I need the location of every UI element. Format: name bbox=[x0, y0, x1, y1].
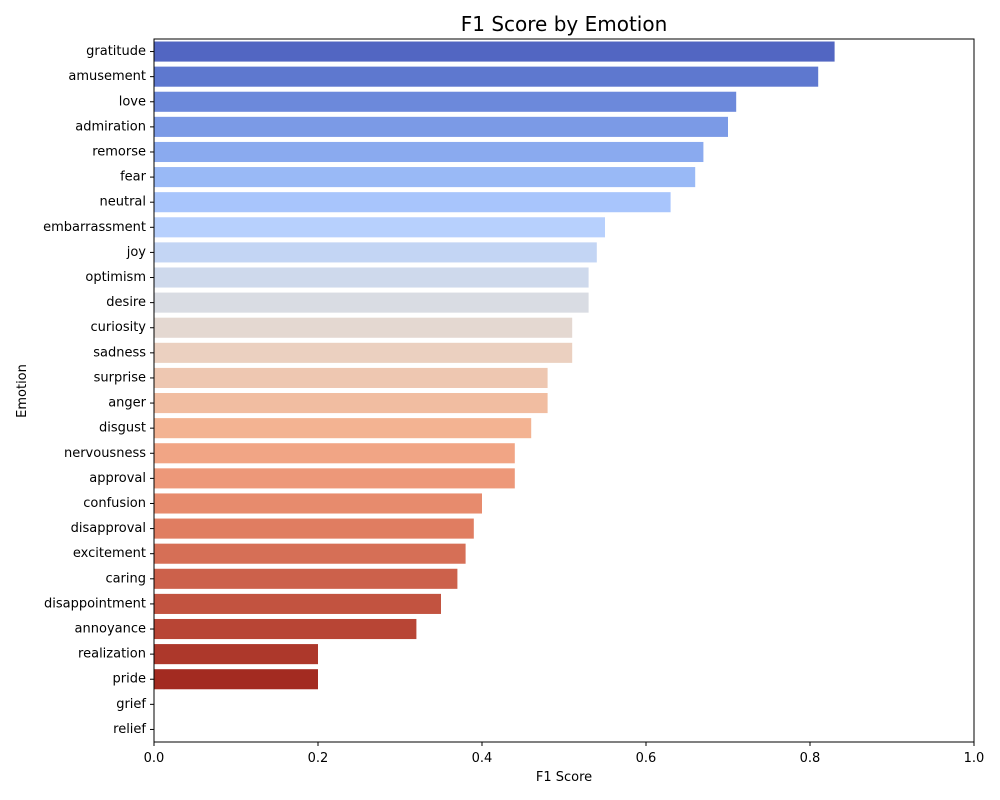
x-tick-label: 0.0 bbox=[144, 751, 165, 766]
bar-annoyance bbox=[154, 618, 417, 640]
y-tick-label-gratitude: gratitude bbox=[86, 44, 146, 59]
bar-confusion bbox=[154, 493, 482, 514]
y-tick-label-disappointment: disappointment bbox=[44, 596, 146, 611]
y-tick-label-nervousness: nervousness bbox=[64, 446, 146, 461]
bar-remorse bbox=[154, 141, 704, 163]
bar-embarrassment bbox=[154, 217, 605, 238]
bar-joy bbox=[154, 242, 597, 263]
bar-sadness bbox=[154, 342, 573, 363]
bar-amusement bbox=[154, 66, 819, 87]
y-tick-label-grief: grief bbox=[116, 697, 146, 712]
y-tick-label-excitement: excitement bbox=[73, 546, 146, 561]
y-tick-label-admiration: admiration bbox=[75, 119, 146, 134]
y-tick-label-fear: fear bbox=[120, 170, 147, 185]
y-tick-label-confusion: confusion bbox=[83, 496, 146, 511]
y-tick-label-disapproval: disapproval bbox=[71, 521, 146, 536]
y-tick-label-remorse: remorse bbox=[92, 144, 146, 159]
y-tick-label-relief: relief bbox=[113, 722, 146, 737]
y-ticks-group: gratitude amusement love admiration remorse f… bbox=[43, 44, 154, 737]
bar-desire bbox=[154, 292, 589, 313]
y-tick-label-pride: pride bbox=[113, 672, 146, 687]
y-tick-label-approval: approval bbox=[89, 471, 146, 486]
y-tick-label-neutral: neutral bbox=[100, 195, 147, 210]
bar-disappointment bbox=[154, 593, 441, 614]
chart-title: F1 Score by Emotion bbox=[461, 12, 668, 36]
bar-caring bbox=[154, 568, 458, 589]
x-tick-label: 1.0 bbox=[964, 751, 985, 766]
x-tick-label: 0.8 bbox=[800, 751, 821, 766]
y-tick-label-annoyance: annoyance bbox=[75, 622, 146, 637]
bar-realization bbox=[154, 644, 318, 665]
y-tick-label-love: love bbox=[119, 94, 146, 109]
bar-curiosity bbox=[154, 317, 573, 338]
y-tick-label-optimism: optimism bbox=[85, 270, 146, 285]
bar-surprise bbox=[154, 367, 548, 388]
x-ticks-group: 0.0 0.2 0.4 0.6 0.8 1.0 bbox=[144, 742, 985, 766]
plot-frame bbox=[153, 38, 975, 743]
x-axis-label: F1 Score bbox=[536, 770, 592, 785]
y-tick-label-embarrassment: embarrassment bbox=[43, 220, 146, 235]
y-tick-label-realization: realization bbox=[78, 647, 146, 662]
bar-gratitude bbox=[154, 41, 835, 62]
bars-group bbox=[154, 41, 835, 690]
bar-pride bbox=[154, 669, 318, 690]
bar-admiration bbox=[154, 116, 728, 137]
y-tick-label-disgust: disgust bbox=[99, 421, 146, 436]
bar-love bbox=[154, 91, 737, 112]
y-tick-label-joy: joy bbox=[126, 245, 147, 260]
x-tick-label: 0.4 bbox=[472, 751, 493, 766]
y-tick-label-caring: caring bbox=[105, 571, 146, 586]
bar-disapproval bbox=[154, 518, 474, 539]
bar-neutral bbox=[154, 192, 671, 213]
bar-nervousness bbox=[154, 443, 515, 464]
x-tick-label: 0.2 bbox=[308, 751, 329, 766]
bar-disgust bbox=[154, 418, 532, 439]
y-tick-label-desire: desire bbox=[106, 295, 146, 310]
y-tick-label-surprise: surprise bbox=[94, 370, 146, 385]
y-tick-label-anger: anger bbox=[108, 396, 146, 411]
bar-optimism bbox=[154, 267, 589, 288]
bar-excitement bbox=[154, 543, 466, 564]
y-tick-label-amusement: amusement bbox=[68, 69, 146, 84]
bar-approval bbox=[154, 468, 515, 489]
y-tick-label-curiosity: curiosity bbox=[91, 320, 147, 335]
bar-anger bbox=[154, 393, 548, 414]
x-tick-label: 0.6 bbox=[636, 751, 657, 766]
bar-fear bbox=[154, 167, 696, 188]
y-axis-label: Emotion bbox=[15, 364, 30, 418]
y-tick-label-sadness: sadness bbox=[93, 345, 146, 360]
